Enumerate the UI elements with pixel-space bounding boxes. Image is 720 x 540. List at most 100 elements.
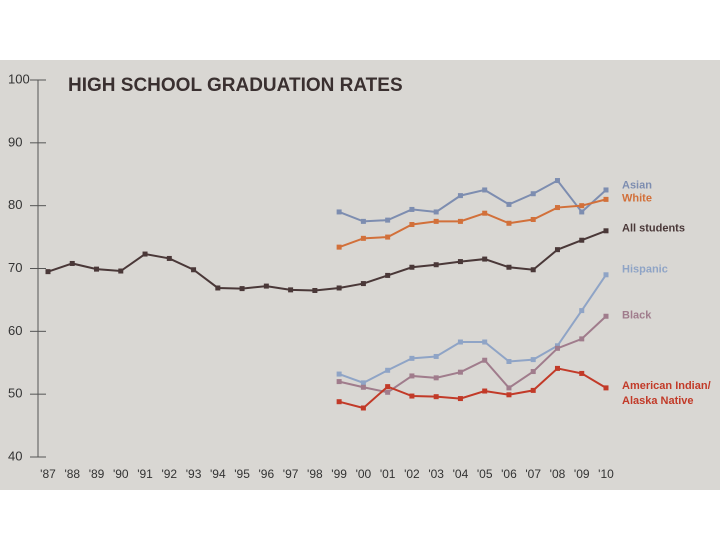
legend-label: Hispanic <box>622 263 668 276</box>
x-tick-label: '09 <box>574 467 590 481</box>
data-point <box>385 234 391 240</box>
x-tick-label: '07 <box>525 467 541 481</box>
y-tick-label: 60 <box>8 323 22 338</box>
data-point <box>457 396 463 402</box>
data-point <box>409 373 415 379</box>
y-tick-label: 80 <box>8 197 22 212</box>
data-point <box>530 191 536 197</box>
data-point <box>336 209 342 215</box>
data-point <box>336 371 342 377</box>
data-point <box>457 369 463 375</box>
legend-label: White <box>622 192 652 205</box>
data-point <box>482 339 488 345</box>
series-line <box>47 229 607 292</box>
y-tick-label: 40 <box>8 448 22 463</box>
x-tick-label: '10 <box>598 467 614 481</box>
x-tick-label: '08 <box>550 467 566 481</box>
data-point <box>554 345 560 351</box>
data-point <box>579 308 585 314</box>
data-point <box>530 357 536 363</box>
data-point <box>603 313 609 319</box>
data-point <box>433 209 439 215</box>
y-tick-label: 100 <box>8 71 30 86</box>
data-point <box>288 287 294 293</box>
data-point <box>69 260 75 266</box>
data-point <box>482 388 488 394</box>
data-point <box>457 218 463 224</box>
x-tick-label: '98 <box>307 467 323 481</box>
data-point <box>603 385 609 391</box>
x-tick-label: '90 <box>113 467 129 481</box>
data-point <box>360 235 366 241</box>
data-point <box>457 259 463 265</box>
data-point <box>554 178 560 184</box>
data-point <box>530 387 536 393</box>
data-point <box>530 216 536 222</box>
data-point <box>554 205 560 211</box>
x-tick-label: '02 <box>404 467 420 481</box>
y-tick-label: 70 <box>8 260 22 275</box>
data-point <box>603 228 609 234</box>
data-point <box>579 370 585 376</box>
x-tick-label: '03 <box>428 467 444 481</box>
data-point <box>433 218 439 224</box>
data-point <box>385 384 391 390</box>
data-point <box>482 256 488 262</box>
legend-label: All students <box>622 222 685 235</box>
data-point <box>360 405 366 411</box>
data-point <box>554 247 560 253</box>
data-point <box>482 357 488 363</box>
data-point <box>215 285 221 291</box>
data-point <box>506 358 512 364</box>
data-point <box>118 268 124 274</box>
series-line <box>338 198 607 249</box>
y-tick-label: 50 <box>8 386 22 401</box>
x-tick-label: '06 <box>501 467 517 481</box>
data-point <box>603 272 609 278</box>
legend-label: American Indian/ Alaska Native <box>622 380 711 407</box>
series-line <box>338 367 607 410</box>
x-tick-label: '04 <box>453 467 469 481</box>
data-point <box>579 209 585 215</box>
data-point <box>360 380 366 386</box>
legend-label: Black <box>622 309 652 322</box>
data-point <box>579 336 585 342</box>
series-line <box>338 179 607 223</box>
data-point <box>506 385 512 391</box>
data-point <box>530 267 536 273</box>
data-point <box>385 217 391 223</box>
data-point <box>191 267 197 273</box>
data-point <box>579 237 585 243</box>
data-point <box>554 343 560 349</box>
data-point <box>263 283 269 289</box>
data-point <box>506 264 512 270</box>
data-point <box>409 206 415 212</box>
data-point <box>336 399 342 405</box>
data-point <box>142 251 148 257</box>
x-tick-label: '97 <box>283 467 299 481</box>
data-point <box>457 339 463 345</box>
data-point <box>433 353 439 359</box>
x-tick-label: '87 <box>40 467 56 481</box>
data-point <box>385 367 391 373</box>
x-tick-label: '99 <box>331 467 347 481</box>
series-line <box>338 274 607 384</box>
data-point <box>360 281 366 287</box>
legend-label: Asian <box>622 179 652 192</box>
data-point <box>409 264 415 270</box>
x-tick-label: '89 <box>89 467 105 481</box>
data-point <box>409 222 415 228</box>
data-point <box>433 375 439 381</box>
data-point <box>94 266 100 272</box>
data-point <box>433 394 439 400</box>
x-tick-label: '05 <box>477 467 493 481</box>
data-point <box>530 369 536 375</box>
data-point <box>385 272 391 278</box>
x-tick-label: '95 <box>234 467 250 481</box>
chart-title: HIGH SCHOOL GRADUATION RATES <box>68 75 403 96</box>
data-point <box>385 389 391 395</box>
data-point <box>603 187 609 193</box>
x-tick-label: '94 <box>210 467 226 481</box>
